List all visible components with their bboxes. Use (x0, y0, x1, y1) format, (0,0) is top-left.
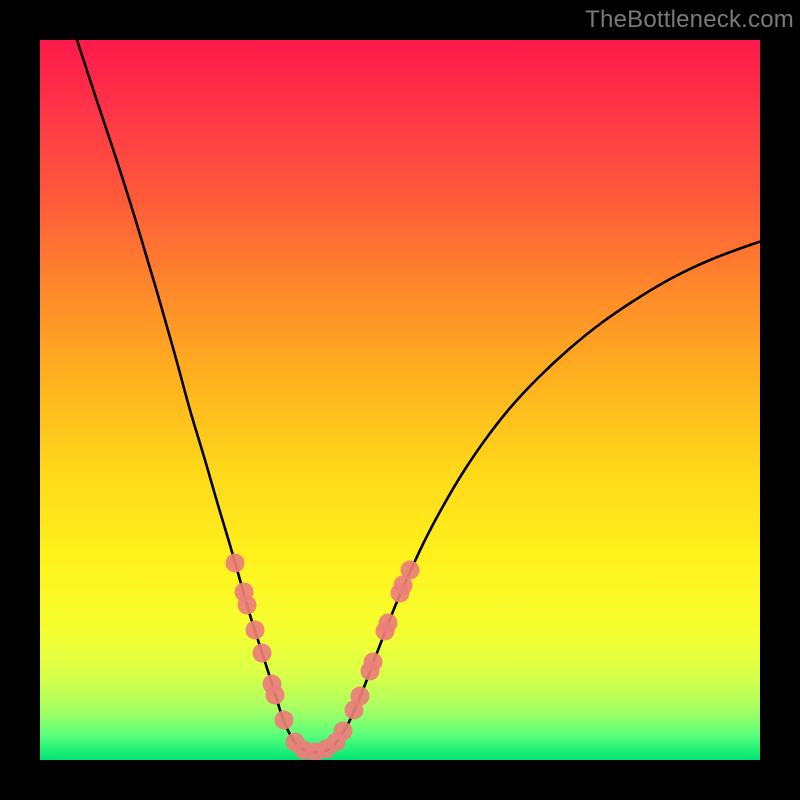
plot-area (40, 40, 760, 760)
chart-stage: TheBottleneck.com (0, 0, 800, 800)
gradient-background (40, 40, 760, 760)
watermark-text: TheBottleneck.com (585, 6, 794, 34)
